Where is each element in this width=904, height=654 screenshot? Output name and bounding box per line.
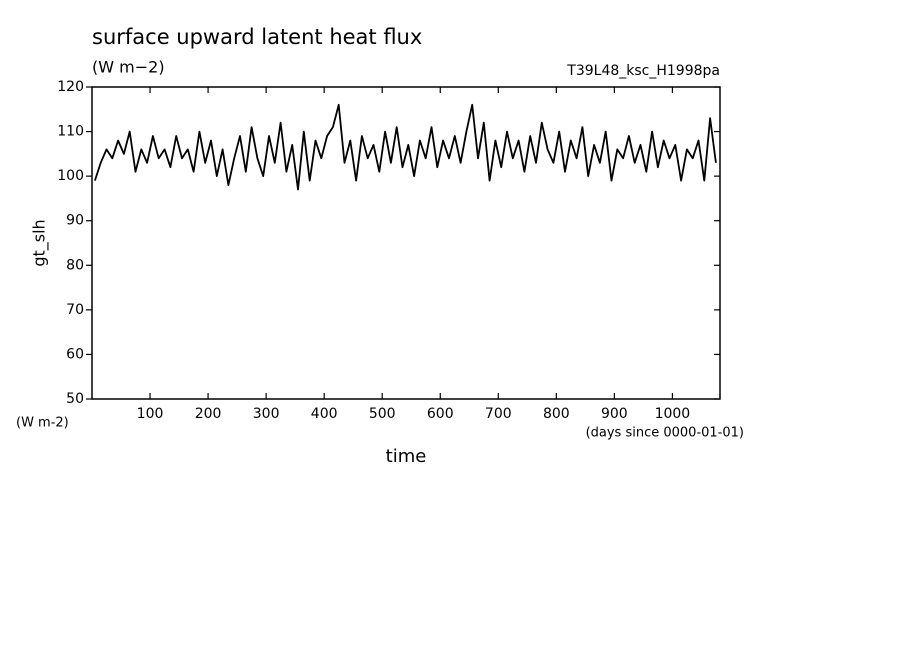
- x-axis-label: time: [386, 446, 427, 467]
- run-label: T39L48_ksc_H1998pa: [566, 63, 720, 79]
- x-unit-label: (days since 0000-01-01): [586, 426, 744, 441]
- y-unit-label: (W m-2): [16, 416, 69, 431]
- y-tick-label: 70: [66, 302, 84, 318]
- x-tick-label: 100: [137, 406, 164, 422]
- x-tick-label: 1000: [655, 406, 691, 422]
- x-tick-label: 600: [427, 406, 454, 422]
- x-tick-label: 300: [253, 406, 280, 422]
- chart-title: surface upward latent heat flux: [92, 25, 422, 49]
- chart-subtitle: (W m−2): [92, 58, 165, 77]
- x-tick-label: 800: [543, 406, 570, 422]
- x-tick-label: 400: [311, 406, 338, 422]
- plot-frame: [91, 86, 721, 400]
- y-tick-label: 100: [57, 168, 84, 184]
- x-tick-label: 500: [369, 406, 396, 422]
- data-line: [94, 103, 717, 191]
- y-tick-label: 60: [66, 346, 84, 362]
- x-tick-label: 900: [601, 406, 628, 422]
- y-tick-label: 50: [66, 391, 84, 407]
- y-tick-label: 120: [57, 79, 84, 95]
- y-tick-label: 110: [57, 124, 84, 140]
- x-tick-label: 700: [485, 406, 512, 422]
- x-tick-label: 200: [195, 406, 222, 422]
- y-tick-label: 80: [66, 257, 84, 273]
- y-tick-label: 90: [66, 213, 84, 229]
- y-axis-label: gt_slh: [30, 219, 50, 266]
